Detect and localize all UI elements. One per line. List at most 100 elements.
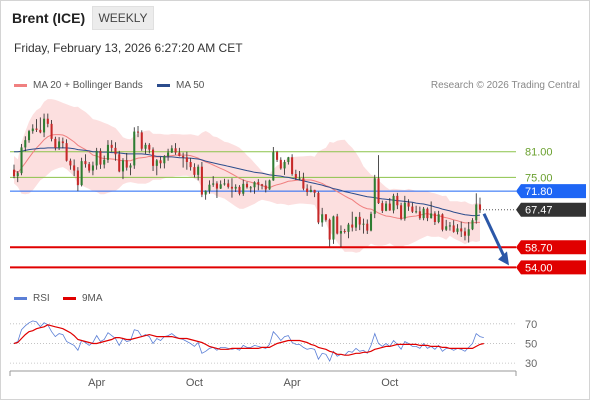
candle-body xyxy=(223,183,226,185)
candle-body xyxy=(426,208,429,219)
level-tag-71.80 xyxy=(516,184,586,199)
candle-body xyxy=(411,206,414,212)
candle-body xyxy=(317,192,320,223)
timestamp: Friday, February 13, 2026 6:27:20 AM CET xyxy=(14,41,243,55)
candle-body xyxy=(99,150,102,165)
candle-body xyxy=(20,147,23,174)
legend-rsi: RSI xyxy=(14,293,50,304)
candle-body xyxy=(441,214,444,230)
candle-body xyxy=(463,231,466,236)
candle-body xyxy=(54,138,57,148)
level-tag-58.70 xyxy=(516,240,586,255)
candle-body xyxy=(302,178,305,189)
ma20-label: MA 20 + Bollinger Bands xyxy=(33,80,143,91)
candle-body xyxy=(238,186,241,194)
candle-body xyxy=(84,161,87,165)
candle-body xyxy=(430,213,433,219)
candle-body xyxy=(385,203,388,211)
candle-body xyxy=(400,205,403,219)
candle-body xyxy=(234,186,237,189)
candle-body xyxy=(332,216,335,240)
candle-body xyxy=(294,174,297,179)
candle-body xyxy=(257,182,260,185)
candle-body xyxy=(268,180,271,190)
candle-body xyxy=(358,216,361,225)
candle-body xyxy=(58,141,61,148)
candle-body xyxy=(178,152,181,156)
candle-body xyxy=(433,213,436,222)
candle-body xyxy=(388,203,391,211)
candle-body xyxy=(91,165,94,171)
candle-body xyxy=(140,132,143,149)
ma50-line xyxy=(14,147,481,217)
ma20-swatch xyxy=(14,83,27,87)
candle-body xyxy=(152,149,155,166)
ma50-swatch xyxy=(157,83,170,87)
candle-body xyxy=(336,216,339,234)
candle-body xyxy=(155,160,158,166)
x-tick-label: Apr xyxy=(284,377,301,389)
candle-body xyxy=(35,128,38,130)
candle-body xyxy=(16,173,19,177)
last-price-tag xyxy=(516,202,586,217)
candle-body xyxy=(354,216,358,228)
copyright-note: Research © 2026 Trading Central xyxy=(430,80,580,91)
candle-body xyxy=(415,211,418,213)
candle-body xyxy=(309,189,312,192)
candle-body xyxy=(456,228,459,232)
candle-body xyxy=(324,214,327,220)
rsi-label: RSI xyxy=(33,293,50,304)
x-tick-label: Oct xyxy=(381,377,398,389)
candle-body xyxy=(339,231,342,234)
rsi-tick-label: 50 xyxy=(525,338,537,350)
candle-body xyxy=(200,166,203,195)
legend-9ma: 9MA xyxy=(63,293,103,304)
candle-body xyxy=(230,186,233,189)
candle-body xyxy=(422,208,425,219)
candle-body xyxy=(373,178,376,214)
9ma-line xyxy=(13,324,484,356)
candle-body xyxy=(43,118,46,133)
candle-body xyxy=(65,143,68,161)
x-tick-label: Apr xyxy=(88,377,105,389)
candle-body xyxy=(114,147,117,155)
candle-body xyxy=(110,144,113,148)
candle-body xyxy=(328,219,331,240)
candle-body xyxy=(208,184,211,191)
legend-ma50: MA 50 xyxy=(157,80,204,91)
candle-body xyxy=(407,202,410,207)
candle-body xyxy=(276,152,279,160)
rsi-tick-label: 70 xyxy=(525,319,537,331)
rsi-swatch xyxy=(14,296,27,300)
level-label-75.00: 75.00 xyxy=(525,172,553,184)
candle-body xyxy=(452,225,455,232)
candle-body xyxy=(377,178,380,204)
candle-body xyxy=(287,157,290,162)
last-price-label: 67.47 xyxy=(525,205,553,217)
forecast-arrow-head xyxy=(498,251,509,266)
candle-body xyxy=(12,169,16,177)
timeframe-button[interactable]: WEEKLY xyxy=(92,6,154,30)
candle-body xyxy=(475,204,478,221)
ma20-line xyxy=(13,134,480,224)
legend-ma20: MA 20 + Bollinger Bands xyxy=(14,80,143,91)
candle-body xyxy=(347,224,350,232)
candle-body xyxy=(283,162,286,169)
header: Brent (ICE) WEEKLY xyxy=(0,0,590,36)
candle-body xyxy=(129,165,132,168)
9ma-label: 9MA xyxy=(82,293,103,304)
candle-body xyxy=(50,123,53,139)
candle-body xyxy=(437,214,440,222)
candle-body xyxy=(261,184,264,186)
candle-body xyxy=(46,118,49,124)
candle-body xyxy=(121,160,125,172)
candle-body xyxy=(343,231,346,232)
candle-body xyxy=(467,229,470,236)
candle-body xyxy=(31,128,34,132)
candle-body xyxy=(28,131,31,141)
candle-body xyxy=(351,224,354,228)
candle-body xyxy=(445,226,448,230)
candle-body xyxy=(418,211,421,219)
ma50-label: MA 50 xyxy=(176,80,205,91)
